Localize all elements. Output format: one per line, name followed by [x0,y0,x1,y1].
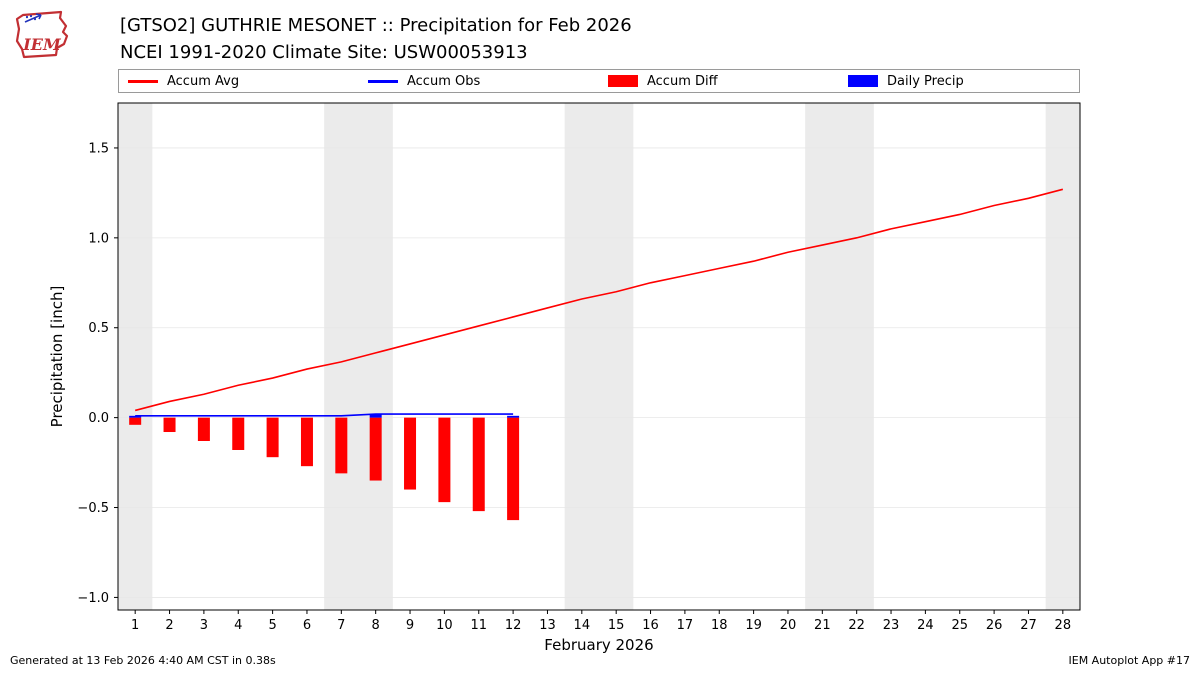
x-tick-label: 20 [780,618,797,633]
plot-frame [117,102,1081,611]
y-tick-label: 0.0 [88,411,109,426]
bar-accum-diff [404,417,417,490]
x-tick-label: 25 [951,618,968,633]
x-tick-label: 24 [917,618,934,633]
bar-accum-diff [129,417,142,425]
weekend-band [1045,103,1080,610]
weekend-band [324,103,393,610]
x-tick-label: 15 [608,618,625,633]
y-tick-label: 1.0 [88,231,109,246]
legend-label-accum-avg: Accum Avg [167,73,240,89]
bar-accum-diff [232,417,245,450]
x-tick-label: 22 [848,618,865,633]
legend-item-daily-precip: Daily Precip [839,74,1079,89]
iem-logo: IEM [15,10,69,59]
x-tick-label: 5 [268,618,276,633]
bar-daily-precip [369,414,382,418]
bar-accum-diff [472,417,485,512]
x-tick-label: 1 [131,618,139,633]
bar-accum-diff [369,417,382,481]
x-tick-label: 2 [165,618,173,633]
x-tick-label: 26 [986,618,1003,633]
weather-vane-icon [24,13,42,23]
y-axis-label: Precipitation [inch] [48,286,66,428]
bar-accum-diff [197,417,210,441]
x-tick-label: 7 [337,618,345,633]
x-tick-label: 12 [505,618,522,633]
bar-daily-precip [507,415,520,418]
x-tick-label: 27 [1020,618,1037,633]
x-tick-label: 14 [574,618,591,633]
x-tick-label: 3 [200,618,208,633]
legend-swatch-accum-avg [128,79,158,83]
x-tick-label: 11 [470,618,487,633]
chart-svg: 1 2 3 4 5 6 7 8 9 10 11 12 13 14 15 16 17 18 19 20 21 22 23 24 2… [48,102,1081,654]
weekend-band [118,103,153,610]
legend-item-accum-diff: Accum Diff [599,74,839,89]
x-tick-label: 19 [745,618,762,633]
generated-at-text: Generated at 13 Feb 2026 4:40 AM CST in … [10,654,276,667]
legend-label-accum-obs: Accum Obs [407,73,481,89]
line-accum-obs [135,413,514,417]
bar-accum-diff [300,417,313,467]
legend-item-accum-avg: Accum Avg [119,74,359,89]
chart-legend: Accum Avg Accum Obs Accum Diff Daily Pre… [118,69,1080,93]
x-tick-label: 23 [883,618,900,633]
app-id-text: IEM Autoplot App #17 [1068,654,1191,667]
y-tick-label: 0.5 [88,321,109,336]
x-tick-label: 10 [436,618,453,633]
weekend-band [564,103,634,610]
weekend-band [805,103,874,610]
title-line-2: NCEI 1991-2020 Climate Site: USW00053913 [120,42,528,63]
legend-swatch-daily-precip [848,75,878,87]
y-tick-label: 1.5 [88,141,109,156]
legend-item-accum-obs: Accum Obs [359,74,599,89]
x-tick-label: 6 [303,618,311,633]
legend-swatch-accum-obs [368,79,398,83]
bar-accum-diff [335,417,348,474]
x-tick-label: 8 [372,618,380,633]
x-tick-label: 18 [711,618,728,633]
bar-daily-precip [129,415,142,418]
title-line-1: [GTSO2] GUTHRIE MESONET :: Precipitation… [120,15,632,36]
x-tick-label: 21 [814,618,831,633]
x-tick-label: 16 [642,618,659,633]
x-tick-label: 17 [677,618,694,633]
legend-label-daily-precip: Daily Precip [887,73,964,89]
x-tick-label: 9 [406,618,414,633]
x-tick-label: 28 [1055,618,1072,633]
bar-accum-diff [438,417,451,503]
bar-accum-diff [163,417,176,433]
bar-accum-diff [266,417,279,458]
page-title: [GTSO2] GUTHRIE MESONET :: Precipitation… [120,12,632,66]
x-tick-label: 4 [234,618,242,633]
iowa-outline [15,10,69,59]
line-accum-avg [134,188,1064,412]
logo-text: IEM [22,35,62,54]
y-tick-label: −1.0 [77,591,109,606]
x-axis-label: February 2026 [544,636,653,654]
y-tick-label: −0.5 [77,501,109,516]
x-tick-label: 13 [539,618,556,633]
legend-label-accum-diff: Accum Diff [647,73,718,89]
legend-swatch-accum-diff [608,75,638,87]
bar-accum-diff [507,417,520,521]
